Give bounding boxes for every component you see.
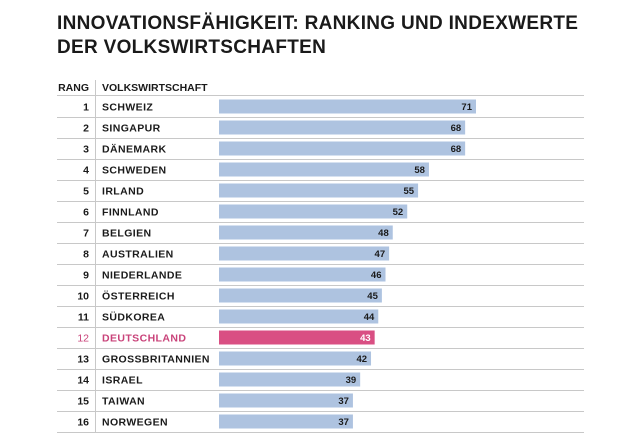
chart-title-line-2: DER VOLKSWIRTSCHAFTEN [57,37,327,58]
bar [219,162,429,177]
bar [219,414,353,429]
economy-label: SINGAPUR [102,123,161,135]
bar [219,225,393,240]
value-label: 46 [371,270,382,281]
economy-label: BELGIEN [102,228,151,240]
rank-label: 3 [83,144,89,156]
rank-label: 6 [83,207,89,219]
value-label: 42 [356,354,367,365]
value-label: 39 [346,375,357,386]
bar [219,351,372,366]
bar [219,267,386,282]
rank-label: 2 [83,123,89,135]
value-label: 68 [451,144,462,155]
economy-label: SCHWEIZ [102,102,153,114]
chart-title: INNOVATIONSFÄHIGKEIT: RANKING UND INDEXW… [57,12,578,60]
bar [219,309,379,324]
economy-label: GROSSBRITANNIEN [102,354,210,366]
value-label: 58 [414,165,425,176]
economy-label: NIEDERLANDE [102,270,182,282]
value-label: 43 [360,333,371,344]
value-label: 44 [364,312,375,323]
rank-label: 7 [83,228,89,240]
rank-label: 11 [78,312,89,324]
economy-label: ÖSTERREICH [102,290,175,303]
rank-label: 15 [77,396,89,408]
bar [219,120,466,135]
economy-label: SÜDKOREA [102,311,165,324]
chart-rows: 1 SCHWEIZ 712 SINGAPUR 683 DÄNEMARK 684 SCHWEDE… [57,96,584,433]
bar [219,393,353,408]
value-label: 37 [338,396,349,407]
value-label: 48 [378,228,389,239]
economy-label: IRLAND [102,186,144,198]
bar [219,141,466,156]
chart-title-line-1: INNOVATIONSFÄHIGKEIT: RANKING UND INDEXW… [57,13,579,34]
value-label: 47 [375,249,386,260]
economy-label: ISRAEL [102,375,143,387]
economy-label: NORWEGEN [102,417,168,429]
economy-label: DEUTSCHLAND [102,333,186,345]
bar [219,99,476,114]
economy-label: DÄNEMARK [102,143,166,156]
value-label: 68 [451,123,462,134]
rank-label: 10 [77,291,89,303]
bar [219,330,375,345]
header-rank: RANG [58,82,89,94]
header-economy: VOLKSWIRTSCHAFT [102,82,208,94]
value-label: 52 [393,207,404,218]
bar [219,372,361,387]
value-label: 37 [338,417,349,428]
rank-label: 1 [83,102,89,114]
economy-label: FINNLAND [102,207,159,219]
rank-label: 16 [77,417,89,429]
economy-label: SCHWEDEN [102,165,166,177]
rank-label: 12 [77,333,89,345]
value-label: 45 [367,291,378,302]
bar [219,183,419,198]
economy-label: AUSTRALIEN [102,249,174,261]
value-label: 71 [461,102,472,113]
rank-label: 4 [83,165,89,177]
rank-label: 5 [83,186,89,198]
rank-label: 8 [83,249,89,261]
bar [219,204,408,219]
bar [219,246,390,261]
bar [219,288,382,303]
rank-label: 9 [83,270,89,282]
rank-label: 13 [77,354,89,366]
economy-label: TAIWAN [102,396,145,408]
value-label: 55 [404,186,415,197]
rank-label: 14 [77,375,89,387]
